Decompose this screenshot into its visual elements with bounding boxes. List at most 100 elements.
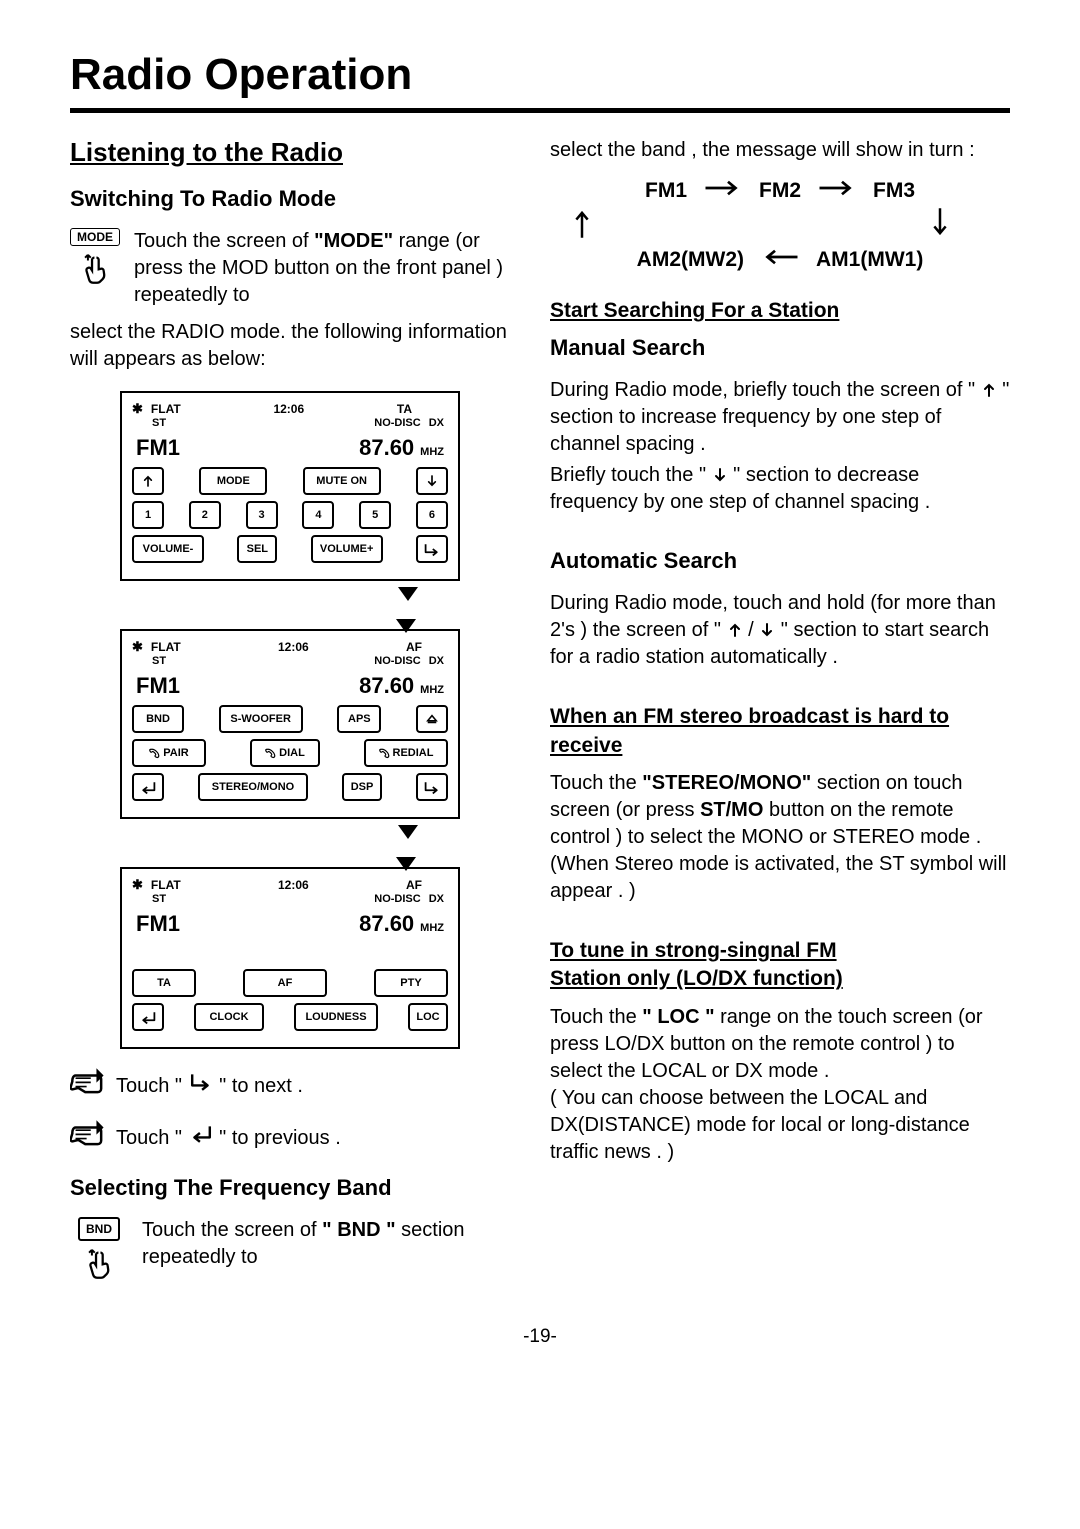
page-number: -19- xyxy=(70,1326,1010,1348)
flat-label: FLAT xyxy=(151,402,181,416)
search-title: Start Searching For a Station xyxy=(550,297,1010,325)
am2-label: AM2(MW2) xyxy=(637,248,744,272)
next-icon xyxy=(188,1070,214,1092)
arrow-up-icon xyxy=(572,206,592,245)
mhz-label: MHZ xyxy=(420,684,444,696)
down-button[interactable] xyxy=(416,467,448,495)
stereo-mono-button[interactable]: STEREO/MONO xyxy=(198,773,308,801)
sel-band-title: Selecting The Frequency Band xyxy=(70,1175,510,1201)
t: Touch the screen of xyxy=(134,230,314,252)
preset-3[interactable]: 3 xyxy=(246,501,278,529)
vol-plus[interactable]: VOLUME+ xyxy=(311,535,383,563)
pty-button[interactable]: PTY xyxy=(374,969,448,997)
stereo-p1: Touch the "STEREO/MONO" section on touch… xyxy=(550,770,1010,851)
band-name: FM1 xyxy=(136,673,180,699)
mhz-label: MHZ xyxy=(420,446,444,458)
t: PAIR xyxy=(163,747,188,759)
flat-label: FLAT xyxy=(151,878,181,892)
up-button[interactable] xyxy=(132,467,164,495)
eject-button[interactable] xyxy=(416,705,448,733)
t: " LOC " xyxy=(642,1006,714,1028)
next-button[interactable] xyxy=(416,773,448,801)
arrow-down-icon xyxy=(759,619,775,641)
am1-label: AM1(MW1) xyxy=(816,248,923,272)
fm2-label: FM2 xyxy=(759,179,801,203)
time-label: 12:06 xyxy=(278,878,309,892)
t: " BND " xyxy=(322,1219,395,1241)
fm3-label: FM3 xyxy=(873,179,915,203)
nodisc-label: NO-DISC xyxy=(374,417,420,429)
arrow-down-icon xyxy=(930,206,950,245)
t: During Radio mode, briefly touch the scr… xyxy=(550,379,981,401)
hand-icon xyxy=(78,252,112,291)
pair-button[interactable]: PAIR xyxy=(132,739,206,767)
nodisc-label: NO-DISC xyxy=(374,893,420,905)
swoofer-button[interactable]: S-WOOFER xyxy=(219,705,303,733)
dial-button[interactable]: DIAL xyxy=(250,739,320,767)
band-intro: select the band , the message will show … xyxy=(550,137,1010,164)
ta-button[interactable]: TA xyxy=(132,969,196,997)
freq-val: 87.60 xyxy=(359,435,414,461)
redial-button[interactable]: REDIAL xyxy=(364,739,448,767)
t: " to next . xyxy=(219,1075,303,1097)
af-button[interactable]: AF xyxy=(243,969,327,997)
page-title: Radio Operation xyxy=(70,50,1010,113)
hint-next: Touch " " to next . xyxy=(116,1070,303,1098)
t: "MODE" xyxy=(314,230,393,252)
bt-icon: ✱ xyxy=(132,877,143,893)
dx-label: DX xyxy=(429,417,444,429)
t: Touch the xyxy=(550,1006,642,1028)
preset-5[interactable]: 5 xyxy=(359,501,391,529)
preset-6[interactable]: 6 xyxy=(416,501,448,529)
t: REDIAL xyxy=(393,747,434,759)
preset-2[interactable]: 2 xyxy=(189,501,221,529)
prev-button[interactable] xyxy=(132,773,164,801)
st-label: ST xyxy=(152,893,166,905)
dsp-button[interactable]: DSP xyxy=(342,773,382,801)
aps-button[interactable]: APS xyxy=(337,705,381,733)
mute-button[interactable]: MUTE ON xyxy=(303,467,381,495)
arrow-left-icon xyxy=(760,247,800,273)
preset-4[interactable]: 4 xyxy=(302,501,334,529)
t: Touch the xyxy=(550,772,642,794)
t: "STEREO/MONO" xyxy=(642,772,811,794)
band-cycle-diagram: FM1 FM2 FM3 AM2(MW2) AM1(MW1) xyxy=(550,178,1010,273)
stereo-p2: (When Stereo mode is activated, the ST s… xyxy=(550,851,1010,905)
radio-panel-1: ✱ FLAT 12:06 TA ST NO-DISC DX FM1 87.60 xyxy=(120,391,460,581)
prev-button[interactable] xyxy=(132,1003,164,1031)
loc-p1: Touch the " LOC " range on the touch scr… xyxy=(550,1004,1010,1085)
arrow-right-icon xyxy=(703,178,743,204)
manual-p2: Briefly touch the " " section to decreas… xyxy=(550,462,1010,516)
loudness-button[interactable]: LOUDNESS xyxy=(294,1003,378,1031)
t: Briefly touch the " xyxy=(550,464,712,486)
vol-minus[interactable]: VOLUME- xyxy=(132,535,204,563)
st-label: ST xyxy=(152,655,166,667)
loc-title: To tune in strong-singnal FM Station onl… xyxy=(550,937,1010,994)
af-label: AF xyxy=(406,878,422,892)
bt-icon: ✱ xyxy=(132,639,143,655)
clock-button[interactable]: CLOCK xyxy=(194,1003,264,1031)
mode-button[interactable]: MODE xyxy=(199,467,267,495)
dx-label: DX xyxy=(429,893,444,905)
switch-title: Switching To Radio Mode xyxy=(70,186,510,212)
mode-para-2: select the RADIO mode. the following inf… xyxy=(70,319,510,373)
next-button[interactable] xyxy=(416,535,448,563)
mhz-label: MHZ xyxy=(420,922,444,934)
bnd-para: Touch the screen of " BND " section repe… xyxy=(142,1217,510,1271)
t: Touch the screen of xyxy=(142,1219,322,1241)
loc-button[interactable]: LOC xyxy=(408,1003,448,1031)
bnd-button[interactable]: BND xyxy=(132,705,184,733)
t: Touch " xyxy=(116,1127,182,1149)
preset-1[interactable]: 1 xyxy=(132,501,164,529)
sel-button[interactable]: SEL xyxy=(237,535,277,563)
af-label: AF xyxy=(406,640,422,654)
t: DIAL xyxy=(279,747,305,759)
bt-icon: ✱ xyxy=(132,401,143,417)
point-icon xyxy=(70,1119,106,1153)
t: Touch " xyxy=(116,1075,182,1097)
t: To tune in strong-singnal FM xyxy=(550,939,837,962)
ta-label: TA xyxy=(397,402,412,416)
t: " to previous . xyxy=(219,1127,341,1149)
radio-panel-2: ✱ FLAT 12:06 AF ST NO-DISC DX FM1 87.60 xyxy=(120,629,460,819)
stereo-title: When an FM stereo broadcast is hard to r… xyxy=(550,703,1010,760)
